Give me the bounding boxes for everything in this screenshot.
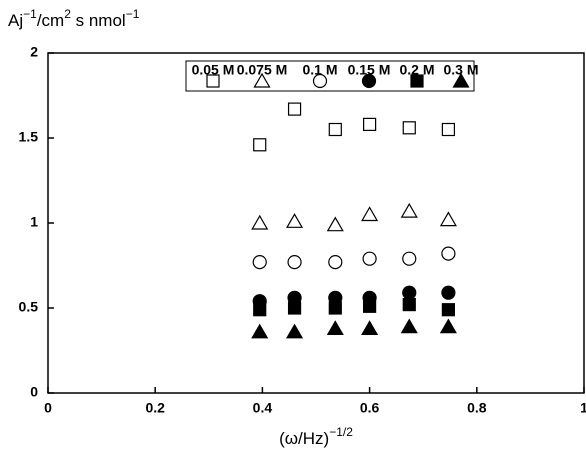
x-tick-label: 0.6 [360, 400, 380, 416]
marker [326, 216, 344, 232]
superscript: −1 [23, 7, 37, 21]
marker [251, 214, 269, 230]
marker [402, 285, 417, 300]
marker [287, 102, 302, 116]
y-tick-label: 1.5 [19, 129, 39, 145]
legend-marker [452, 72, 470, 88]
marker [286, 213, 304, 228]
legend-label: 0.15 M [348, 62, 391, 78]
marker [441, 285, 456, 300]
marker [402, 251, 417, 266]
legend-marker [206, 74, 220, 88]
marker [441, 303, 455, 317]
legend-label: 0.05 M [192, 62, 235, 78]
marker [441, 122, 455, 137]
marker [328, 122, 342, 137]
x-tick-label: 0.4 [253, 400, 273, 416]
marker [328, 301, 342, 315]
marker [252, 255, 267, 270]
legend-label: 0.2 M [399, 62, 434, 78]
marker [363, 299, 377, 313]
x-tick-label: 0.8 [467, 400, 487, 416]
y-tick-label: 1 [30, 214, 38, 230]
legend-label: 0.075 M [237, 62, 288, 78]
legend-label: 0.1 M [302, 62, 337, 78]
marker [400, 202, 418, 218]
marker [326, 320, 344, 335]
marker [361, 206, 379, 222]
label-part: Aj [8, 11, 23, 30]
legend-marker [361, 73, 377, 89]
x-axis-label: (ω/Hz)−1/2 [279, 425, 353, 448]
x-tick-label: 1 [580, 400, 586, 416]
legend-box [185, 60, 475, 92]
marker [253, 303, 267, 317]
marker [287, 255, 302, 270]
legend-marker [410, 74, 424, 88]
y-tick-label: 0.5 [19, 299, 39, 315]
superscript: −1/2 [329, 425, 353, 439]
marker [361, 320, 379, 335]
marker [286, 323, 304, 339]
y-axis-label: Aj−1/cm2 s nmol−1 [8, 7, 140, 30]
plot-frame [47, 52, 585, 394]
marker [363, 117, 377, 132]
marker [328, 255, 343, 270]
y-tick-label: 0 [30, 384, 38, 400]
marker [287, 301, 302, 315]
label-part: /cm [37, 11, 64, 30]
x-tick-label: 0.2 [145, 400, 165, 416]
x-tick-label: 0 [44, 400, 52, 416]
marker [402, 298, 416, 312]
label-part: (ω/Hz) [279, 429, 329, 448]
marker [402, 121, 416, 135]
marker [439, 318, 457, 334]
legend-marker [253, 72, 271, 88]
marker [253, 138, 267, 152]
y-tick-label: 2 [30, 44, 38, 60]
superscript: −1 [126, 7, 140, 21]
marker [441, 246, 456, 261]
legend-marker [312, 73, 328, 89]
marker [251, 323, 269, 339]
marker [439, 211, 457, 227]
marker [362, 251, 377, 266]
marker [400, 318, 418, 334]
label-part: s nmol [71, 11, 126, 30]
legend-label: 0.3 M [443, 62, 478, 78]
superscript: 2 [64, 7, 71, 21]
